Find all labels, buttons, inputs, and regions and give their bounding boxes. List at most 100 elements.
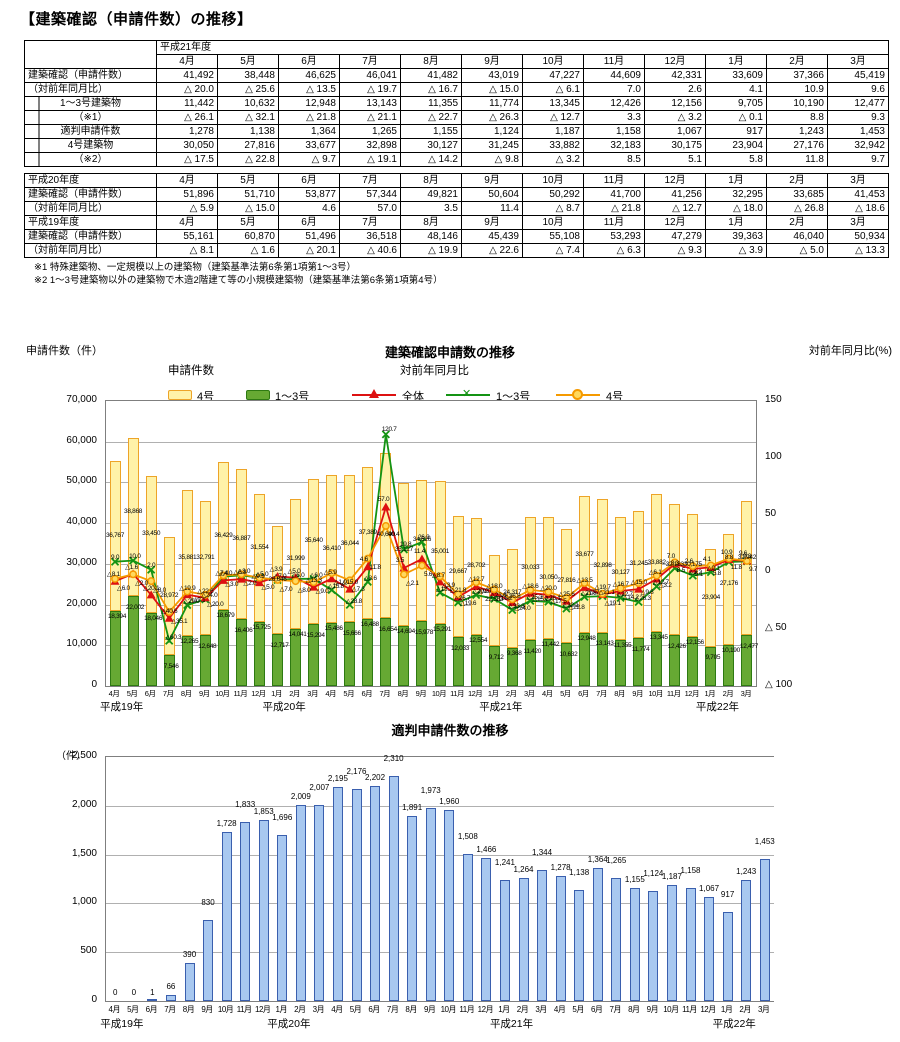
right-axis-tick: 50: [765, 508, 777, 519]
line-point-label-1-3gou: 9.3: [742, 553, 752, 561]
year-label: 平成22年: [712, 1018, 756, 1030]
bar-value-label-4gou: 32,898: [593, 561, 612, 569]
bar-value-label-1-3gou: 14,041: [288, 630, 307, 638]
table-cell: △ 8.7: [522, 201, 584, 216]
table-cell: 30,127: [400, 138, 462, 153]
bar-value-label: 2,310: [383, 753, 404, 763]
line-point-label-total: 3.5: [395, 557, 405, 564]
bar-value-label-4gou: 30,033: [521, 564, 540, 572]
line-point-label-total: 9.6: [738, 550, 748, 558]
bar-tekihan: [407, 816, 418, 1001]
bar-tekihan: [277, 835, 288, 1001]
bar-segment-4gou: [235, 469, 247, 620]
table-cell: 1,155: [400, 124, 462, 139]
month-header: 8月: [400, 54, 462, 69]
circle-marker-icon: [490, 585, 499, 594]
table-cell: △ 20.1: [278, 243, 340, 258]
bar-value-label: 2,007: [309, 783, 330, 793]
bar-value-label-1-3gou: 12,477: [739, 643, 759, 651]
line-point-label-4gou: △7.3: [351, 586, 365, 594]
legend-swatch-4gou-bar: [168, 390, 192, 400]
row-label: （対前年同月比）: [24, 243, 157, 258]
bar-value-label-4gou: 31,999: [286, 554, 305, 562]
x-marker-icon: [381, 430, 390, 439]
bar-tekihan: [555, 876, 566, 1001]
grid-line: [106, 805, 774, 807]
line-point-label-total: 4.6: [359, 555, 368, 563]
table-cell: 1,278: [156, 124, 218, 139]
line-point-label-4gou: △9.0: [315, 588, 329, 596]
table-cell: 41,482: [400, 68, 462, 83]
grid-line: [106, 952, 774, 954]
line-point-label-4gou: 8.5: [676, 567, 685, 575]
line-point-label-total: △5.0: [287, 567, 301, 575]
table-cell: 47,227: [522, 68, 584, 83]
table-cell: 41,492: [156, 68, 218, 83]
legend-triangle-icon: [369, 389, 379, 398]
triangle-marker-icon: [327, 574, 337, 583]
month-header: 7月: [339, 215, 401, 230]
table-cell: 8.8: [766, 110, 828, 125]
table-cell: 51,710: [217, 187, 279, 202]
right-axis-tick: △ 50: [765, 622, 787, 633]
table-cell: 9.7: [827, 152, 889, 167]
bar-segment-1-3gou: [669, 635, 681, 686]
bar-value-label: 1,466: [476, 844, 497, 854]
table-cell: 2.6: [644, 82, 706, 97]
month-header: 3月: [827, 173, 889, 188]
table-cell: 23,904: [705, 138, 767, 153]
bar-segment-1-3gou: [560, 642, 572, 686]
chart2-title: 適判申請件数の推移: [391, 723, 509, 738]
bar-segment-4gou: [199, 501, 211, 635]
data-tables-region: 平成21年度 4月 5月 6月 7月 8月 9月 10月 11月 12月 1月 2月 3月 建築確認（申請…: [24, 40, 889, 258]
bar-segment-1-3gou: [687, 636, 699, 686]
bar-value-label-4gou: 32,183: [665, 560, 684, 568]
table-cell: 57,344: [339, 187, 401, 202]
bar-segment-1-3gou: [741, 635, 753, 686]
table-cell: 46,040: [766, 229, 828, 244]
table-cell: △ 0.1: [705, 110, 767, 125]
table-cell: △ 26.1: [156, 110, 218, 125]
bar-tekihan: [648, 891, 659, 1001]
triangle-marker-icon: [164, 613, 174, 622]
line-point-label-1-3gou: △26.1: [544, 594, 561, 602]
line-point-label-1-3gou: △5.0: [255, 570, 269, 578]
line-point-label-1-3gou: △26.7: [454, 595, 471, 603]
table-cell: 5.1: [644, 152, 706, 167]
footnotes: ※1 特殊建築物、一定規模以上の建築物（建築基準法第6条第1項第1～3号） ※2…: [34, 261, 443, 287]
table-cell: 9,705: [705, 96, 767, 111]
bar-value-label-4gou: 36,429: [214, 531, 233, 539]
bar-tekihan: [666, 885, 677, 1001]
x-marker-icon: [345, 600, 354, 609]
row-label: （対前年同月比）: [24, 201, 157, 216]
bar-segment-4gou: [181, 490, 193, 637]
line-point-label-4gou: △35.1: [171, 618, 188, 625]
line-point-label-4gou: 40.4: [387, 530, 400, 538]
x-tick-label: 6月: [145, 1005, 158, 1014]
table-cell: △ 12.7: [522, 110, 584, 125]
bar-value-label-4gou: 31,245: [629, 560, 648, 568]
row-label: （※2）: [24, 152, 157, 167]
bar-segment-1-3gou: [470, 634, 482, 686]
row-label: （※1）: [24, 110, 157, 125]
table-cell: 33,685: [766, 187, 828, 202]
bar-tekihan: [203, 920, 214, 1001]
table-cell: 45,439: [461, 229, 523, 244]
bar-segment-4gou: [452, 516, 464, 638]
bar-value-label-1-3gou: 11,355: [613, 641, 632, 649]
table-cell: △ 16.7: [400, 82, 462, 97]
table-cell: 27,816: [217, 138, 279, 153]
x-tick-label: 11月: [450, 689, 464, 698]
circle-marker-icon: [634, 579, 643, 588]
grid-line: [106, 645, 756, 647]
table-cell: △ 20.0: [156, 82, 218, 97]
left-axis-tick: 20,000: [66, 597, 97, 609]
table-cell: △ 9.7: [278, 152, 340, 167]
table-cell: △ 5.0: [766, 243, 828, 258]
x-tick-label: 12月: [255, 1005, 271, 1014]
bar-value-label-1-3gou: 15,725: [252, 623, 271, 631]
x-tick-label: 5月: [343, 689, 355, 698]
bar-segment-1-3gou: [217, 609, 229, 686]
chart2-plot-area: 0 0 1 66 390 830 1,728 1,833 1,853 1,696 2,009 2,00…: [105, 753, 775, 1002]
x-tick-label: 2月: [739, 1005, 751, 1014]
